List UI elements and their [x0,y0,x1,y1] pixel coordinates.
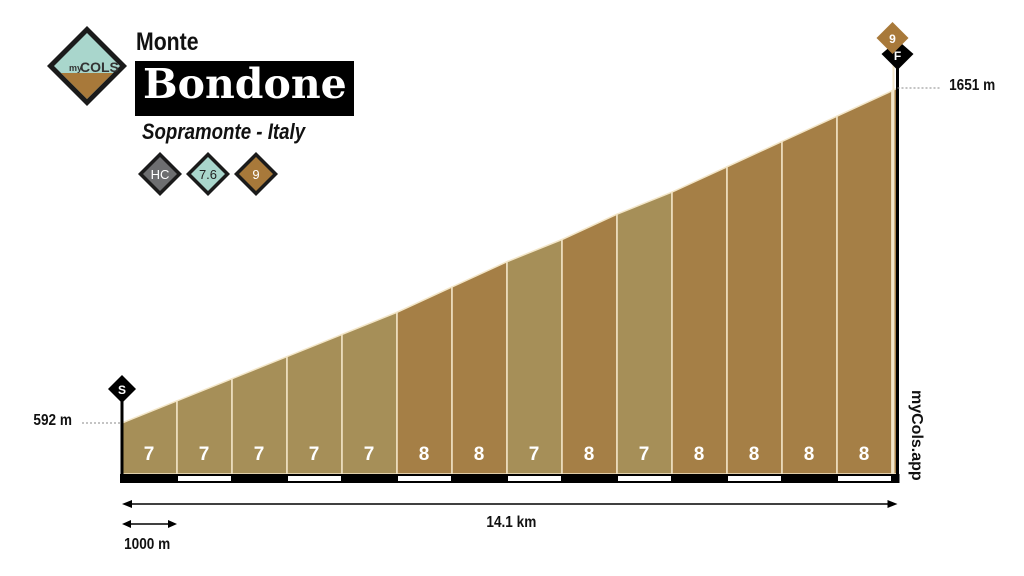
badge-2 [239,157,273,191]
end-elevation-label: 1651 m [949,77,996,94]
segment-grade: 7 [254,444,265,465]
segment-grade: 8 [859,444,870,465]
logo: my COLS [47,26,127,106]
segment-grade: 7 [364,444,375,465]
start-elevation-label: 592 m [33,412,72,429]
start-marker: S [118,383,126,397]
segment-grade: 8 [749,444,760,465]
svg-text:my: my [69,63,82,73]
finish-marker: F [894,49,901,63]
segment-9 [616,190,673,475]
climb-location: Sopramonte - Italy [142,119,306,144]
segment-grade: 7 [144,444,155,465]
climb-name: Bondone [143,60,347,108]
badge-label: 9 [252,167,259,182]
segment-grade: 8 [584,444,595,465]
distance-bar-white [618,476,671,481]
scale-label: 1000 m [124,536,171,553]
segment-10 [671,165,728,475]
badge-label: HC [151,167,170,182]
start-marker-icon [108,375,136,403]
segment-grade: 7 [639,444,650,465]
distance-bar-white [838,476,891,481]
segment-grade: 7 [309,444,320,465]
segment-grade: 8 [694,444,705,465]
badge-1 [191,157,225,191]
scale-arrowhead-right [168,520,177,528]
segment-7 [506,238,563,475]
arrowhead-left [122,500,132,508]
segment-grade: 8 [804,444,815,465]
max-grade-marker: 9 [889,32,896,46]
segment-8 [561,213,618,475]
distance-bar-white [398,476,451,481]
distance-bar-white [178,476,231,481]
svg-text:COLS: COLS [80,59,119,75]
segment-grade: 8 [419,444,430,465]
segment-6 [451,260,508,475]
segment-13 [836,89,893,475]
badge-label: 7.6 [199,167,217,182]
scale-arrowhead-left [122,520,131,528]
segment-grade: 7 [199,444,210,465]
distance-bar-white [728,476,781,481]
climb-name-prefix: Monte [136,28,199,56]
distance-bar-white [288,476,341,481]
segment-12 [781,114,838,475]
badge-0 [143,157,177,191]
climb-name-box [135,61,354,116]
total-distance-label: 14.1 km [486,514,537,531]
max-grade-marker-icon [876,22,909,54]
watermark: myCols.app [908,390,925,481]
arrowhead-right [887,500,898,508]
segment-grade: 8 [474,444,485,465]
segment-grade: 7 [529,444,540,465]
distance-bar-white [508,476,561,481]
segment-11 [726,140,783,475]
